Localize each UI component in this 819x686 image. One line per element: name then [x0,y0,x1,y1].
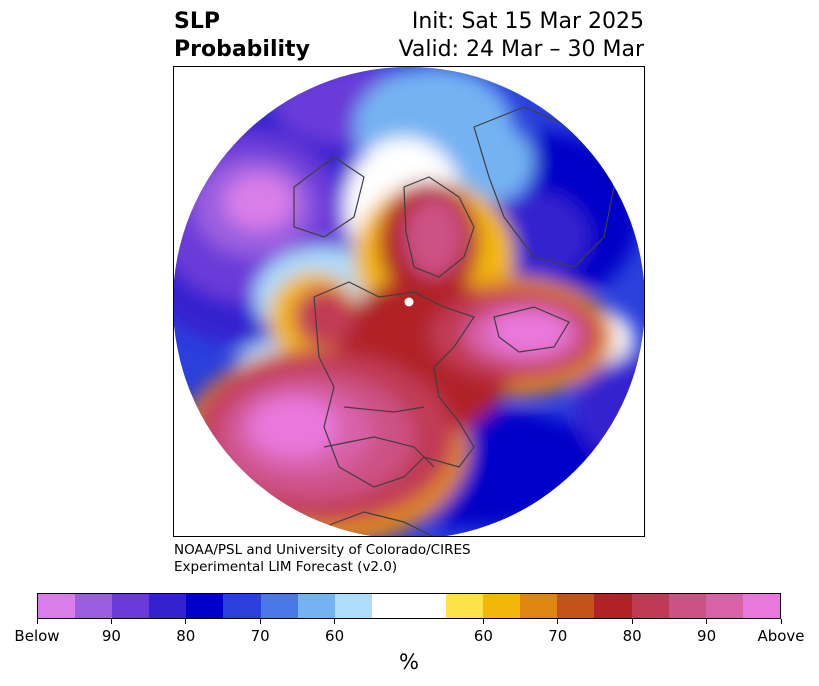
credit-line-2: Experimental LIM Forecast (v2.0) [174,559,398,575]
colorbar-segment [742,594,780,618]
title-line-1: SLP [174,9,220,34]
colorbar-tick-label: 60 [325,627,345,645]
polar-map [173,66,645,537]
colorbar-tick [259,619,261,624]
colorbar-segment [112,594,150,618]
colorbar-tick [706,619,708,624]
init-date: Init: Sat 15 Mar 2025 [411,9,644,34]
colorbar-unit: % [399,650,419,674]
colorbar-tick-label: Above [757,627,805,645]
colorbar-segment [186,594,224,618]
colorbar-segment [334,594,372,618]
colorbar-tick [36,619,38,624]
colorbar-tick [185,619,187,624]
colorbar-tick-label: 90 [101,627,121,645]
colorbar-segment [594,594,632,618]
colorbar-segment [483,594,521,618]
colorbar-segment [668,594,706,618]
colorbar-tick [110,619,112,624]
colorbar-tick [482,619,484,624]
colorbar-segment [260,594,298,618]
probability-field [174,67,644,536]
colorbar-segment [223,594,261,618]
colorbar-segment [557,594,595,618]
colorbar-tick-label: 90 [697,627,717,645]
colorbar-segment [631,594,669,618]
colorbar-segment [446,594,484,618]
north-pole-marker [404,297,414,307]
forecast-dates: Init: Sat 15 Mar 2025 Valid: 24 Mar – 30… [399,8,644,64]
colorbar-tick-label: 60 [473,627,493,645]
colorbar-tick-label: Below [14,627,60,645]
colorbar-tick [557,619,559,624]
colorbar-tick [334,619,336,624]
colorbar-segment [75,594,113,618]
valid-dates: Valid: 24 Mar – 30 Mar [398,37,644,62]
credit-line-1: NOAA/PSL and University of Colorado/CIRE… [174,542,471,558]
colorbar-tick [780,619,782,624]
colorbar-segment [38,594,76,618]
colorbar-tick [631,619,633,624]
colorbar-segment [705,594,743,618]
colorbar-segment [149,594,187,618]
colorbar-tick-label: 80 [622,627,642,645]
credit-text: NOAA/PSL and University of Colorado/CIRE… [174,542,471,576]
colorbar-tick-label: 80 [176,627,196,645]
colorbar-segment [371,594,447,618]
colorbar-tick-label: 70 [548,627,568,645]
map-title: SLP Probability [174,8,310,64]
map-svg [174,67,644,536]
colorbar [37,593,781,619]
coastlines [293,106,615,536]
title-line-2: Probability [174,37,310,62]
colorbar-tick-label: 70 [250,627,270,645]
colorbar-segment [297,594,335,618]
colorbar-segment [520,594,558,618]
